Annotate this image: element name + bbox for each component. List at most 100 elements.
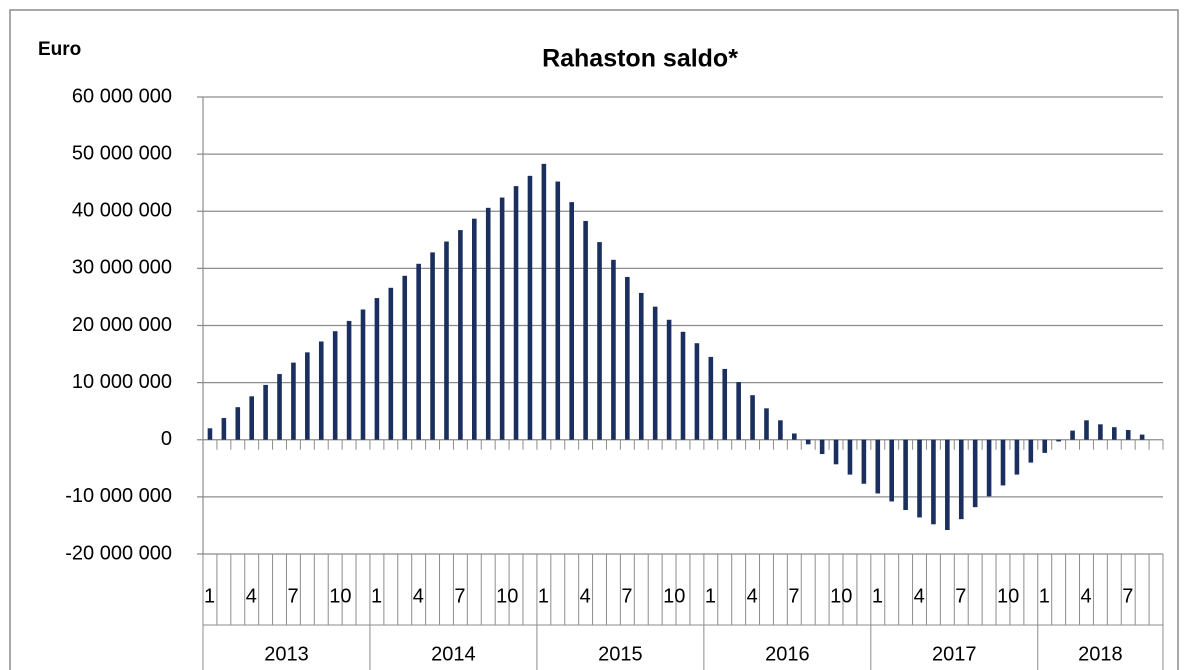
bar: [499, 197, 505, 440]
bar: [555, 181, 561, 440]
bar: [277, 374, 282, 440]
bar: [527, 175, 533, 440]
y-tick-label: 50 000 000: [72, 142, 172, 164]
bar: [1028, 439, 1034, 463]
bar: [611, 259, 616, 440]
bar: [945, 439, 950, 531]
x-tick-label: 1: [538, 585, 549, 607]
x-tick-label: 1: [204, 585, 215, 607]
x-tick-label: 10: [329, 585, 351, 607]
bar: [1112, 427, 1117, 440]
x-tick-label: 7: [955, 585, 966, 607]
bar: [1070, 430, 1075, 440]
bar: [958, 439, 964, 520]
bar: [722, 368, 728, 440]
bar: [583, 220, 588, 440]
bar: [833, 439, 839, 465]
bar: [819, 439, 825, 455]
bar: [444, 241, 449, 440]
x-tick-label: 1: [872, 585, 883, 607]
year-label: 2015: [598, 643, 643, 665]
bar: [694, 343, 700, 440]
bar: [1014, 439, 1020, 475]
x-tick-label: 10: [496, 585, 518, 607]
bar: [1000, 439, 1006, 486]
x-tick-label: 10: [830, 585, 852, 607]
bar: [430, 252, 435, 440]
chart-frame: [9, 9, 1179, 670]
bar: [931, 439, 936, 525]
bar: [680, 331, 686, 440]
bar: [1139, 434, 1145, 440]
bar: [652, 306, 658, 440]
bar: [736, 382, 741, 440]
y-tick-label: -20 000 000: [65, 542, 172, 564]
bar: [207, 428, 213, 440]
bar: [485, 207, 491, 440]
bar: [638, 292, 644, 440]
bar: [972, 439, 978, 508]
bar: [805, 439, 811, 445]
x-tick-label: 4: [914, 585, 925, 607]
bar: [903, 439, 908, 511]
year-label: 2013: [264, 643, 309, 665]
x-tick-label: 1: [705, 585, 716, 607]
bar: [1125, 430, 1131, 440]
bar: [847, 439, 853, 475]
bar: [1084, 420, 1089, 440]
y-axis-label: Euro: [38, 39, 81, 60]
bar: [1042, 439, 1048, 453]
x-tick-label: 7: [621, 585, 632, 607]
bar: [263, 384, 268, 440]
bar: [360, 309, 366, 440]
y-tick-label: 0: [161, 428, 172, 450]
y-tick-label: -10 000 000: [65, 485, 172, 507]
x-tick-label: 4: [747, 585, 758, 607]
bar: [569, 202, 574, 440]
bar: [875, 439, 881, 494]
bar: [513, 186, 519, 440]
chart-title: Rahaston saldo*: [542, 45, 738, 73]
bar: [1098, 424, 1103, 440]
x-tick-label: 4: [580, 585, 591, 607]
x-tick-label: 7: [287, 585, 298, 607]
x-tick-label: 4: [413, 585, 424, 607]
x-tick-label: 10: [997, 585, 1019, 607]
x-tick-label: 4: [1081, 585, 1092, 607]
y-tick-label: 30 000 000: [72, 257, 172, 279]
y-tick-label: 10 000 000: [72, 371, 172, 393]
bar: [917, 439, 922, 518]
bar: [388, 287, 394, 440]
y-tick-label: 20 000 000: [72, 314, 172, 336]
bar: [235, 407, 241, 440]
x-tick-label: 7: [788, 585, 799, 607]
x-tick-label: 4: [246, 585, 257, 607]
bar: [597, 242, 602, 440]
bar: [764, 408, 769, 440]
bar: [986, 439, 992, 497]
x-tick-label: 1: [371, 585, 382, 607]
bar: [291, 362, 296, 440]
bar: [778, 420, 783, 440]
year-label: 2014: [431, 643, 476, 665]
bar: [861, 439, 867, 484]
y-tick-label: 60 000 000: [72, 85, 172, 107]
bar: [305, 352, 310, 440]
bar: [750, 395, 755, 440]
bar: [1056, 439, 1061, 442]
y-tick-label: 40 000 000: [72, 200, 172, 222]
bar: [332, 331, 338, 440]
bar: [792, 433, 797, 440]
bar: [625, 276, 630, 440]
bar: [221, 418, 227, 440]
bar: [374, 298, 380, 440]
x-tick-label: 1: [1039, 585, 1050, 607]
year-label: 2016: [765, 643, 810, 665]
x-tick-label: 10: [663, 585, 685, 607]
bar: [458, 230, 463, 440]
year-label: 2017: [932, 643, 977, 665]
bar: [541, 163, 547, 440]
bar: [666, 319, 672, 440]
